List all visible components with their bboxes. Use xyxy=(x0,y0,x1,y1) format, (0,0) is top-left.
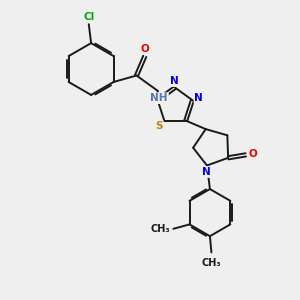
Text: O: O xyxy=(141,44,150,54)
Text: CH₃: CH₃ xyxy=(150,224,170,234)
Text: N: N xyxy=(202,167,211,177)
Text: N: N xyxy=(194,93,203,103)
Text: N: N xyxy=(170,76,179,86)
Text: S: S xyxy=(155,121,163,131)
Text: Cl: Cl xyxy=(83,13,94,22)
Text: NH: NH xyxy=(150,93,168,103)
Text: O: O xyxy=(249,149,257,159)
Text: CH₃: CH₃ xyxy=(202,258,221,268)
